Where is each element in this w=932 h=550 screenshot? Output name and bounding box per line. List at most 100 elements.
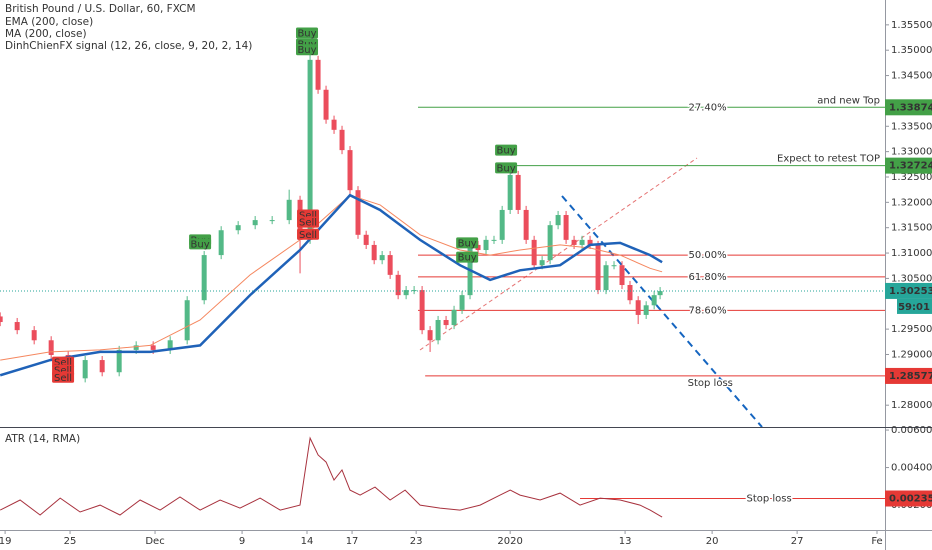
candle-body	[651, 295, 657, 306]
x-tick-label: 19	[0, 536, 11, 547]
indicator-line	[0, 194, 663, 361]
candle-body	[395, 274, 401, 296]
y-tick-label: 1.28000	[891, 400, 932, 411]
candle-body	[483, 239, 489, 251]
candle-body	[371, 244, 377, 261]
y-tick-label: 1.29000	[891, 349, 932, 360]
candle-body	[0, 316, 3, 323]
candle-body	[167, 340, 173, 350]
atr-title: ATR (14, RMA)	[5, 433, 80, 445]
candle-body	[427, 330, 433, 341]
x-tick-label: 25	[64, 536, 77, 547]
candle-body	[555, 215, 561, 226]
y-tick-label: 1.33500	[891, 121, 932, 132]
candle-body	[627, 285, 633, 301]
candle-body	[595, 244, 601, 291]
legend-ema: EMA (200, close)	[5, 16, 93, 28]
signal-box	[189, 238, 212, 250]
x-tick-label: 2020	[497, 536, 522, 547]
candle-body	[491, 239, 497, 241]
indicator-line	[0, 193, 663, 377]
price-tag	[885, 157, 932, 174]
candle-body	[150, 345, 156, 350]
x-tick-label: 13	[619, 536, 632, 547]
candle-body	[347, 150, 353, 191]
signal-label: Buy	[458, 238, 477, 249]
signal-label: Buy	[297, 45, 316, 56]
candle-body	[419, 290, 425, 331]
y-tick-label: 1.35000	[891, 45, 932, 56]
x-tick-label: Fe	[871, 536, 882, 547]
atr-line	[0, 436, 663, 518]
signal-box	[456, 237, 479, 249]
candle-body	[603, 265, 609, 291]
candle-body	[31, 330, 37, 341]
y-tick-label: 1.31000	[891, 248, 932, 259]
candle-body	[286, 199, 292, 221]
x-tick-label: Dec	[145, 536, 164, 547]
candle-body	[635, 300, 641, 315]
legend-signal: DinhChienFX signal (12, 26, close, 9, 20…	[5, 40, 252, 52]
chart-title: British Pound / U.S. Dollar, 60, FXCM	[5, 3, 196, 15]
candle-body	[547, 225, 553, 261]
signal-box	[52, 371, 75, 383]
level-tag: 78.60%	[688, 305, 726, 316]
signal-label: Sell	[54, 366, 72, 377]
candle-body	[587, 239, 593, 245]
price-tag	[885, 367, 932, 384]
candle-body	[499, 209, 505, 240]
y-tick-label: 1.29500	[891, 324, 932, 335]
y-tick-label: 1.32000	[891, 197, 932, 208]
level-tag: Stop loss	[688, 378, 733, 389]
signal-label: Sell	[299, 230, 317, 241]
y-tick-label: 1.30500	[891, 273, 932, 284]
signal-label: Sell	[299, 218, 317, 229]
level-label: Expect to retest TOP	[777, 154, 880, 165]
candle-body	[571, 239, 577, 245]
last-price-label: 1.30253	[889, 286, 932, 297]
candle-body	[443, 319, 449, 326]
signal-label: Sell	[54, 373, 72, 384]
x-tick-label: 27	[791, 536, 804, 547]
candle-body	[515, 174, 521, 210]
candle-body	[133, 345, 139, 350]
y-tick-label: 1.32500	[891, 172, 932, 183]
candle-body	[355, 190, 361, 235]
signal-label: Buy	[497, 163, 516, 174]
atr-pane: Stop loss	[0, 436, 885, 518]
price-tag-label: 1.33874	[889, 102, 932, 113]
candle-body	[315, 59, 321, 90]
legend: British Pound / U.S. Dollar, 60, FXCM EM…	[5, 3, 252, 445]
candle-body	[507, 174, 513, 210]
candle-body	[82, 360, 88, 379]
candle-body	[657, 291, 663, 296]
candle-body	[643, 305, 649, 315]
candle-body	[99, 360, 105, 373]
y-tick-label: 0.00400	[891, 463, 932, 474]
x-tick-label: 17	[346, 536, 359, 547]
candle-body	[116, 349, 122, 373]
candle-body	[611, 265, 617, 267]
signal-label: Buy	[497, 146, 516, 157]
candle-body	[459, 295, 465, 310]
y-tick-label: 0.00600	[891, 425, 932, 436]
level-label: and new Top	[817, 95, 880, 106]
x-tick-label: 14	[301, 536, 314, 547]
candle-body	[387, 255, 393, 275]
candle-body	[451, 309, 457, 326]
x-tick-label: 9	[239, 536, 245, 547]
price-tag	[885, 490, 932, 507]
y-tick-label: 1.31500	[891, 223, 932, 234]
signal-label: Sell	[299, 211, 317, 222]
candle-body	[579, 239, 585, 245]
signal-box	[297, 216, 320, 228]
candle-body	[48, 340, 54, 355]
x-tick-label: 20	[706, 536, 719, 547]
price-tag-label: 1.32724	[889, 161, 932, 172]
price-pane: and new Top 27.40% Expect to retest TOP 50.…	[0, 27, 885, 427]
candle-body	[379, 255, 385, 261]
signal-label: Buy	[458, 253, 477, 264]
